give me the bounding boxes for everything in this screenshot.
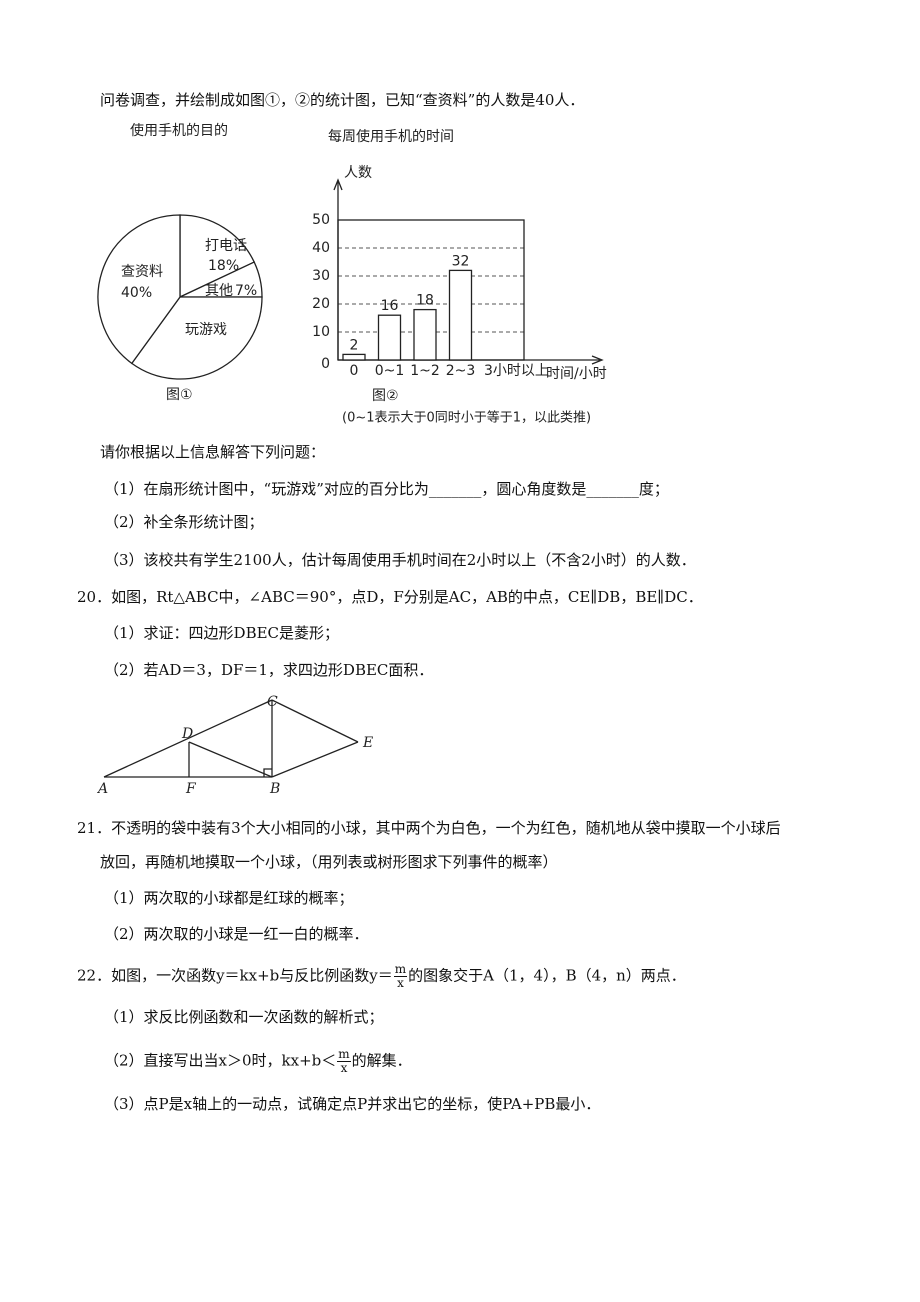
x-tick-label: 3小时以上	[484, 363, 549, 379]
point-label: B	[269, 781, 280, 797]
y-axis-label: 人数	[344, 165, 372, 181]
slice-label: 玩游戏	[185, 322, 227, 338]
bar	[448, 269, 473, 361]
y-tick-label: 10	[312, 324, 330, 340]
bar	[413, 308, 437, 361]
slice-value-label: 7%	[235, 283, 257, 299]
slice-value-label: 18%	[208, 258, 239, 274]
numerator: m	[337, 1047, 351, 1062]
pie-slice	[130, 296, 263, 380]
x-tick-label: 0	[350, 363, 359, 379]
x-axis-label: 时间/小时	[546, 366, 607, 382]
segment-ac	[103, 699, 273, 778]
slice-value-label: 40%	[121, 285, 152, 301]
denominator: x	[340, 1061, 348, 1075]
slice-label: 查资料	[121, 264, 163, 280]
geometry-figure: A F B C D E	[96, 694, 373, 797]
y-tick-label: 0	[321, 356, 330, 372]
pie-slice	[97, 214, 181, 365]
data-label: 2	[350, 337, 359, 353]
text: 22．如图，一次函数y＝kx+b与反比例函数y＝	[77, 966, 393, 985]
question-part: （2）补全条形统计图；	[104, 513, 264, 531]
right-angle-mark	[263, 768, 272, 777]
slice-label: 打电话	[205, 237, 247, 254]
chart-title: 使用手机的目的	[130, 122, 228, 139]
point-label: F	[185, 781, 197, 797]
point-label: E	[362, 735, 373, 751]
text: 的图象交于A（1，4），B（4，n）两点．	[408, 966, 686, 985]
question-part: （2）直接写出当x＞0时，kx+b＜ m x 的解集．	[104, 1048, 412, 1075]
chart-caption: 图①	[166, 387, 193, 403]
pie-slice	[179, 214, 256, 299]
question-part: （1）两次取的小球都是红球的概率；	[104, 889, 354, 907]
chart-title: 每周使用手机的时间	[328, 128, 454, 145]
bar	[342, 353, 366, 361]
text: （2）直接写出当x＞0时，kx+b＜	[104, 1051, 337, 1070]
data-label: 18	[416, 293, 434, 309]
y-tick-label: 20	[312, 296, 330, 312]
question-part: （3）该校共有学生2100人，估计每周使用手机时间在2小时以上（不含2小时）的人…	[104, 551, 696, 569]
question-stem: 21．不透明的袋中装有3个大小相同的小球，其中两个为白色，一个为红色，随机地从袋…	[77, 819, 781, 837]
chart-note: (0~1表示大于0同时小于等于1，以此类推)	[342, 410, 591, 426]
denominator: x	[397, 976, 404, 990]
question-stem: 20．如图，Rt△ABC中，∠ABC＝90°，点D，F分别是AC，AB的中点，C…	[77, 588, 703, 606]
point-label: A	[96, 781, 108, 797]
question-stem: 22．如图，一次函数y＝kx+b与反比例函数y＝ m x 的图象交于A（1，4），B（…	[77, 963, 686, 990]
slice-label: 其他	[205, 283, 233, 299]
intro: 问卷调查，并绘制成如图①，②的统计图，已知“查资料”的人数是40人．	[100, 91, 585, 109]
question-part: （2）两次取的小球是一红一白的概率．	[104, 925, 369, 943]
question-part: （3）点P是x轴上的一动点，试确定点P并求出它的坐标，使PA+PB最小．	[104, 1095, 601, 1113]
point-label: D	[181, 726, 193, 742]
point-label: C	[267, 694, 278, 710]
segment-ce	[271, 699, 359, 743]
question-stem: 放回，再随机地摸取一个小球，（用列表或树形图求下列事件的概率）	[100, 853, 558, 871]
x-tick-label: 2~3	[446, 363, 476, 379]
y-tick-label: 50	[312, 212, 330, 228]
data-label: 16	[381, 298, 399, 314]
segment-be	[271, 741, 359, 778]
question-part: （1）求反比例函数和一次函数的解析式；	[104, 1008, 384, 1026]
prompt: 请你根据以上信息解答下列问题：	[100, 443, 326, 461]
numerator: m	[393, 962, 408, 977]
y-tick-label: 40	[312, 240, 330, 256]
x-axis-arrow	[591, 355, 604, 365]
chart-caption: 图②	[372, 388, 399, 404]
data-label: 32	[452, 253, 470, 269]
text: 的解集．	[351, 1051, 412, 1070]
segment-db	[188, 741, 273, 778]
y-tick-label: 30	[312, 268, 330, 284]
y-axis-arrow	[333, 178, 343, 191]
x-tick-label: 0~1	[375, 363, 405, 379]
question-part: （1）在扇形统计图中，“玩游戏”对应的百分比为_______，圆心角度数是___…	[104, 480, 669, 498]
x-tick-label: 1~2	[410, 363, 440, 379]
bar	[377, 314, 402, 361]
question-part: （1）求证：四边形DBEC是菱形；	[104, 624, 340, 642]
question-part: （2）若AD＝3，DF＝1，求四边形DBEC面积．	[104, 661, 434, 679]
